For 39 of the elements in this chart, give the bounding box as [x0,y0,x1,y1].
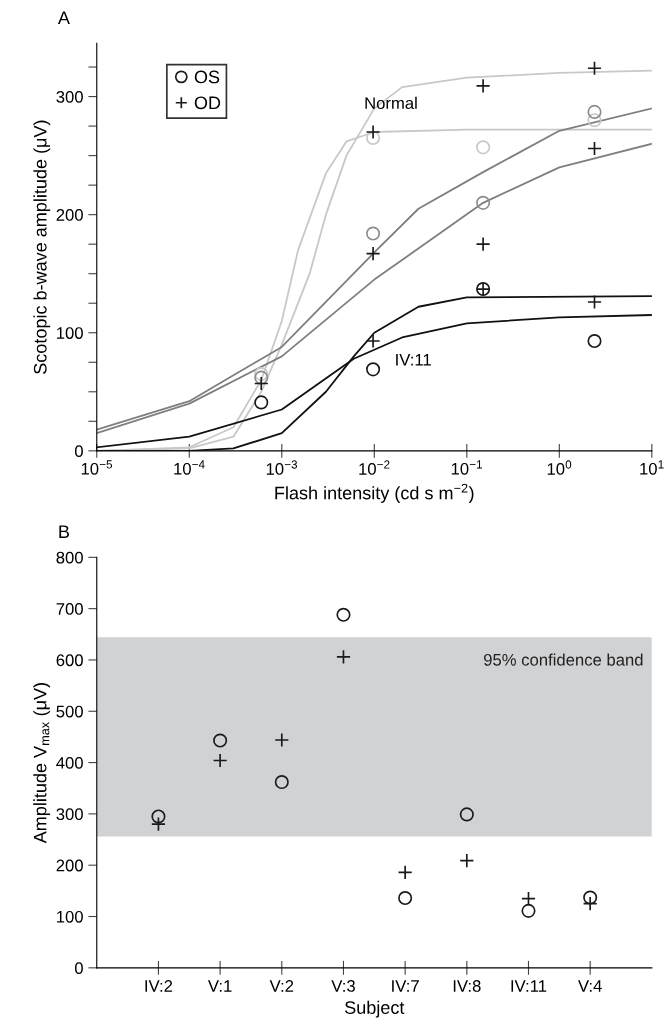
x-tick-label: V:3 [331,980,355,992]
y-tick-label: 200 [56,209,83,221]
y-axis-title: Scotopic b-wave amplitude (μV) [33,120,51,374]
legend-label: OS [194,70,220,84]
y-tick-label: 600 [56,654,83,667]
x-tick-label: V:2 [269,980,294,992]
x-tick-label: IV:11 [511,980,547,992]
y-axis-title: Amplitude V$_{max}$ (μV) [33,683,51,844]
x-tick-label: IV:8 [453,980,481,992]
y-tick-label: 100 [57,327,83,339]
x-axis-title: Flash intensity (cd s m$^{−2}$) [275,483,474,503]
y-tick-label: 300 [56,90,83,103]
x-tick-label: 10$^{−1}$ [451,460,482,475]
y-tick-label: 800 [56,551,83,564]
y-tick-label: 700 [56,603,83,615]
annotation: Normal [365,96,417,110]
y-tick-label: 0 [74,445,83,458]
x-tick-label: 10$^{−5}$ [81,460,113,475]
y-tick-label: 400 [56,756,83,769]
x-tick-label: IV:2 [145,980,173,992]
y-tick-label: 500 [56,705,83,718]
legend-label: OD [194,96,221,110]
x-tick-label: 10$^{1}$ [640,460,664,475]
x-tick-label: 10$^{−4}$ [174,460,205,475]
x-tick-label: IV:7 [392,980,419,992]
x-tick-label: V:4 [578,980,602,992]
y-tick-label: 0 [74,962,83,975]
chart-title: A [57,11,70,24]
chart-title: B [59,525,69,538]
x-tick-label: 10$^{−2}$ [359,460,390,475]
y-tick-label: 300 [56,808,83,821]
band-label: 95% confidence band [484,653,643,666]
y-tick-label: 200 [56,859,83,872]
x-tick-label: V:1 [207,980,232,992]
y-tick-label: 100 [57,910,83,923]
x-axis-title: Subject [345,1000,405,1018]
x-tick-label: 10$^{0}$ [547,460,572,475]
x-tick-label: 10$^{−3}$ [266,460,298,475]
annotation: IV:11 [396,354,431,366]
